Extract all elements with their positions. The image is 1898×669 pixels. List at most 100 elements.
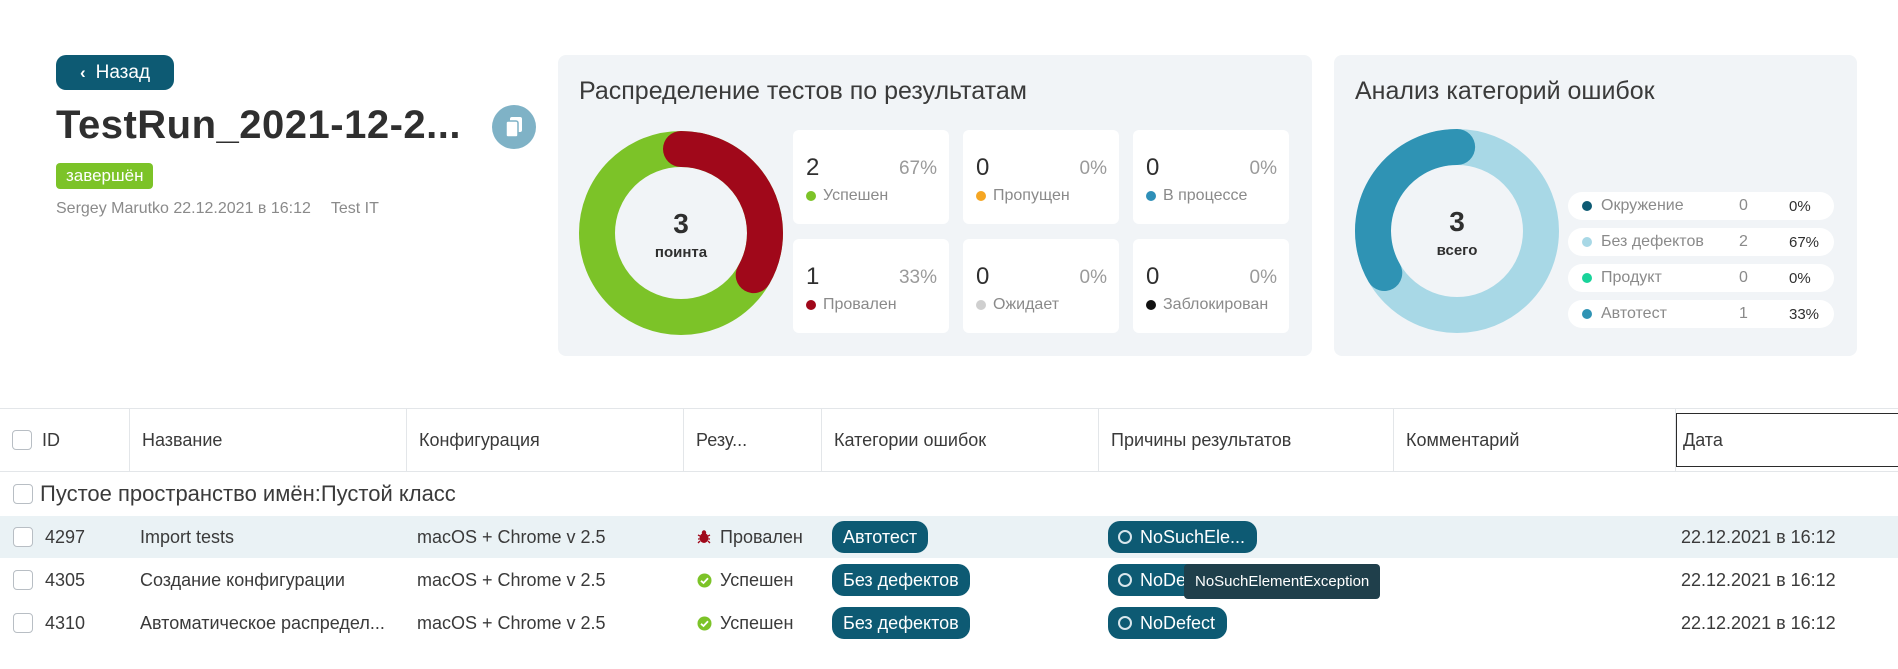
row-id: 4305	[45, 569, 86, 590]
legend-dot-icon	[1582, 201, 1592, 211]
column-label: Конфигурация	[419, 429, 540, 450]
reason-label: NoDefect	[1140, 612, 1216, 633]
stat-label: Провален	[806, 296, 897, 314]
legend-percent: 67%	[1789, 233, 1820, 251]
legend-item-autotest[interactable]: Автотест 1 33%	[1568, 300, 1834, 328]
row-name[interactable]: Создание конфигурации	[140, 569, 345, 590]
column-header-configuration[interactable]: Конфигурация	[407, 409, 684, 471]
row-name[interactable]: Автоматическое распредел...	[140, 612, 385, 633]
stat-count: 0	[976, 263, 990, 290]
row-reason-cell: NoDefect	[1108, 602, 1228, 644]
row-configuration: macOS + Chrome v 2.5	[417, 526, 606, 547]
results-donut-chart	[579, 131, 783, 335]
results-total-label: поинта	[654, 244, 708, 261]
reason-ring-icon	[1118, 616, 1132, 630]
legend-label: Окружение	[1601, 197, 1684, 214]
column-header-name[interactable]: Название	[130, 409, 407, 471]
status-badge: завершён	[56, 163, 154, 189]
legend-item-no-defects[interactable]: Без дефектов 2 67%	[1568, 228, 1834, 256]
categories-total-label: всего	[1436, 242, 1478, 259]
select-all-checkbox[interactable]	[12, 430, 32, 450]
copy-button[interactable]	[492, 105, 536, 149]
legend-percent: 33%	[1789, 305, 1820, 323]
reason-badge[interactable]: NoDefect	[1108, 607, 1228, 639]
back-button[interactable]: ‹ Назад	[56, 55, 174, 90]
reason-ring-icon	[1118, 530, 1132, 544]
stat-card-blocked[interactable]: 0 0% Заблокирован	[1133, 239, 1289, 333]
column-header-date[interactable]: Дата	[1676, 413, 1898, 467]
row-name[interactable]: Import tests	[140, 526, 235, 547]
row-result: Успешен	[696, 559, 793, 601]
results-donut-center: 3 поинта	[631, 208, 731, 261]
category-badge[interactable]: Без дефектов	[832, 564, 970, 596]
status-dot-icon	[976, 191, 986, 201]
category-badge[interactable]: Без дефектов	[832, 607, 970, 639]
legend-item-environment[interactable]: Окружение 0 0%	[1568, 192, 1834, 220]
table-row[interactable]: 4310 Автоматическое распредел... macOS +…	[0, 602, 1898, 644]
legend-item-product[interactable]: Продукт 0 0%	[1568, 264, 1834, 292]
row-result: Провален	[696, 516, 803, 558]
reason-ring-icon	[1118, 573, 1132, 587]
row-checkbox[interactable]	[13, 613, 33, 633]
reason-badge[interactable]: NoSuchEle...	[1108, 521, 1258, 553]
row-checkbox-cell	[13, 602, 33, 644]
row-id: 4297	[45, 526, 86, 547]
stat-label: Заблокирован	[1146, 296, 1268, 314]
stat-card-skipped[interactable]: 0 0% Пропущен	[963, 130, 1119, 224]
row-checkbox[interactable]	[13, 570, 33, 590]
column-header-error-categories[interactable]: Категории ошибок	[822, 409, 1099, 471]
column-label: ID	[42, 429, 60, 450]
stat-card-pending[interactable]: 0 0% Ожидает	[963, 239, 1119, 333]
row-category-cell: Автотест	[832, 516, 929, 558]
legend-percent: 0%	[1789, 269, 1811, 287]
column-header-result-reasons[interactable]: Причины результатов	[1099, 409, 1394, 471]
row-checkbox-cell	[13, 559, 33, 601]
group-checkbox[interactable]	[13, 484, 33, 504]
chevron-left-icon: ‹	[79, 62, 86, 82]
status-dot-icon	[1146, 300, 1156, 310]
stat-count: 1	[806, 263, 820, 290]
stat-label-text: Успешен	[823, 187, 889, 204]
row-checkbox[interactable]	[13, 527, 33, 547]
table-row[interactable]: 4297 Import tests macOS + Chrome v 2.5 П…	[0, 516, 1898, 558]
legend-count: 0	[1739, 197, 1748, 214]
check-circle-icon	[696, 572, 712, 588]
status-dot-icon	[976, 300, 986, 310]
row-result-label: Успешен	[720, 569, 794, 590]
column-header-result[interactable]: Резу...	[684, 409, 822, 471]
table-header: ID Название Конфигурация Резу... Категор…	[0, 408, 1898, 472]
stat-card-in-progress[interactable]: 0 0% В процессе	[1133, 130, 1289, 224]
back-button-label: Назад	[95, 61, 151, 83]
row-result-label: Успешен	[720, 612, 794, 633]
row-configuration: macOS + Chrome v 2.5	[417, 569, 606, 590]
stat-count: 2	[806, 154, 820, 181]
reason-label: NoDe	[1140, 569, 1187, 590]
categories-donut-chart	[1355, 128, 1559, 333]
legend-label: Без дефектов	[1601, 233, 1704, 250]
stat-card-failed[interactable]: 1 33% Провален	[793, 239, 949, 333]
stat-percent: 33%	[898, 267, 937, 288]
run-project: Test IT	[330, 200, 379, 217]
column-header-comment[interactable]: Комментарий	[1394, 409, 1676, 471]
run-author-date: Sergey Marutko 22.12.2021 в 16:12	[56, 200, 311, 217]
reason-tooltip: NoSuchElementException	[1184, 564, 1381, 599]
category-badge[interactable]: Автотест	[832, 521, 929, 553]
run-meta: Sergey Marutko 22.12.2021 в 16:12 Test I…	[56, 200, 379, 218]
group-row[interactable]: Пустое пространство имён:Пустой класс	[0, 472, 1898, 516]
legend-dot-icon	[1582, 237, 1592, 247]
column-label: Комментарий	[1406, 429, 1520, 450]
row-date: 22.12.2021 в 16:12	[1681, 612, 1836, 633]
stat-percent: 0%	[1079, 158, 1107, 179]
row-checkbox-cell	[13, 516, 33, 558]
row-date: 22.12.2021 в 16:12	[1681, 526, 1836, 547]
stat-card-passed[interactable]: 2 67% Успешен	[793, 130, 949, 224]
table-row[interactable]: 4305 Создание конфигурации macOS + Chrom…	[0, 559, 1898, 601]
column-label: Название	[142, 429, 223, 450]
column-label: Дата	[1683, 429, 1723, 450]
column-label: Категории ошибок	[834, 429, 987, 450]
row-date: 22.12.2021 в 16:12	[1681, 569, 1836, 590]
column-header-id[interactable]: ID	[0, 409, 130, 471]
stat-label: Ожидает	[976, 296, 1059, 314]
copy-icon	[505, 117, 522, 138]
